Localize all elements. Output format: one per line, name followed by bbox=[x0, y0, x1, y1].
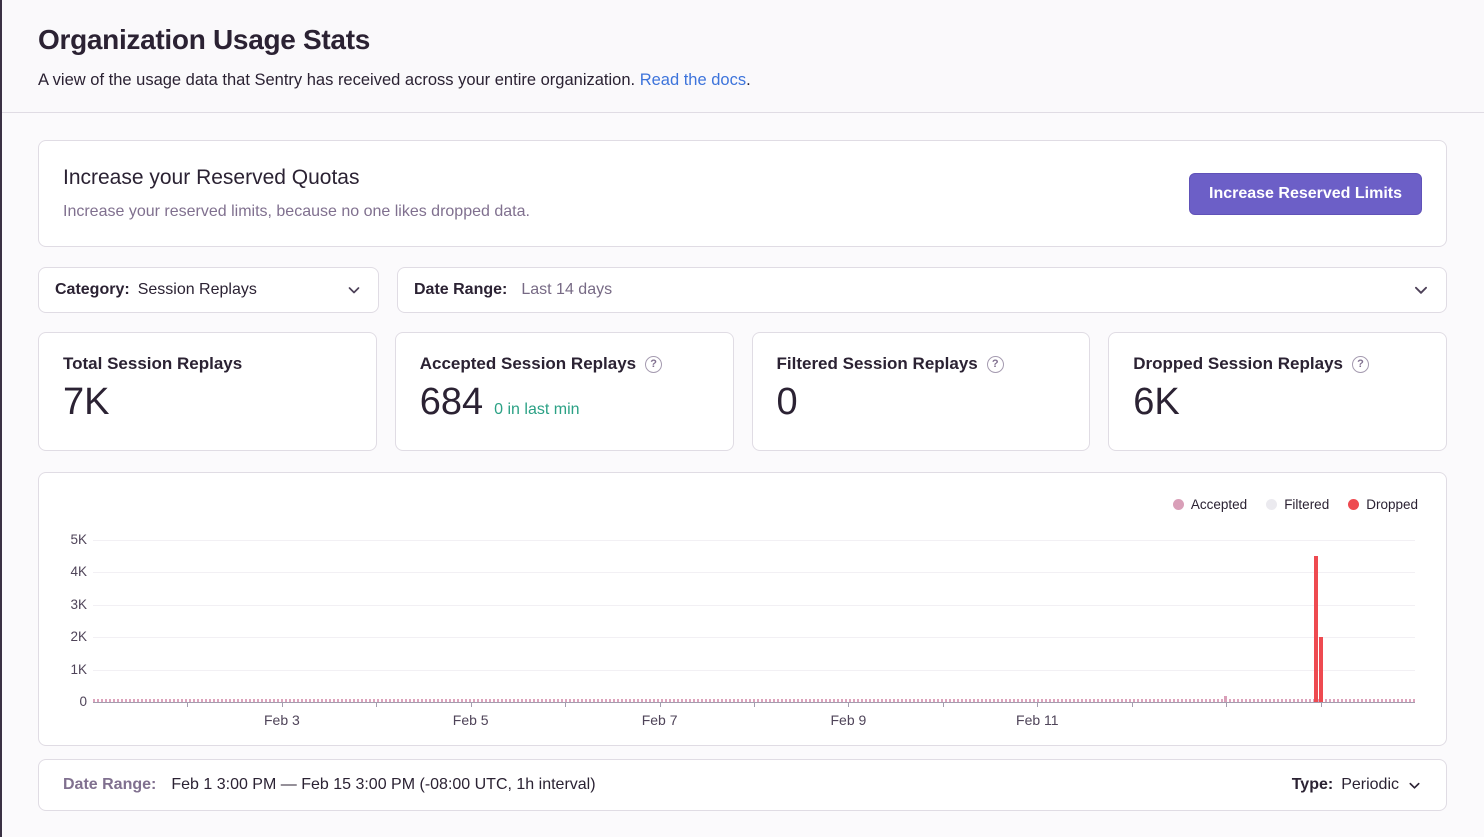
y-axis-label: 5K bbox=[70, 532, 87, 547]
legend-dot-icon bbox=[1348, 499, 1360, 510]
stat-label: Filtered Session Replays bbox=[776, 354, 978, 373]
stats-row: Total Session Replays 7K Accepted Sessio… bbox=[38, 332, 1447, 451]
stat-card-accepted: Accepted Session Replays ? 684 0 in last… bbox=[394, 332, 734, 451]
gridline bbox=[93, 540, 1415, 541]
x-axis-tick bbox=[187, 703, 189, 707]
x-axis-tick bbox=[470, 703, 472, 707]
x-axis-tick bbox=[565, 703, 567, 707]
x-axis-tick bbox=[848, 703, 850, 707]
legend-label: Filtered bbox=[1284, 497, 1330, 512]
page-subtitle-text: A view of the usage data that Sentry has… bbox=[38, 71, 636, 89]
type-label: Type: bbox=[1291, 776, 1334, 793]
legend-item-dropped[interactable]: Dropped bbox=[1348, 497, 1418, 512]
gridline bbox=[93, 637, 1415, 639]
gridline bbox=[93, 669, 1415, 671]
x-axis-tick bbox=[1320, 703, 1322, 707]
increase-reserved-limits-button[interactable]: Increase Reserved Limits bbox=[1189, 172, 1422, 215]
y-axis-label: 2K bbox=[70, 629, 87, 645]
x-axis-tick bbox=[376, 703, 378, 707]
x-axis-label: Feb 3 bbox=[264, 712, 300, 728]
legend-label: Accepted bbox=[1190, 497, 1248, 512]
help-icon[interactable]: ? bbox=[986, 355, 1004, 373]
x-axis-tick bbox=[754, 703, 755, 707]
stat-value: 6K bbox=[1133, 381, 1180, 423]
chart-legend: Accepted Filtered Dropped bbox=[1172, 497, 1418, 512]
date-range-value: Last 14 days bbox=[521, 281, 613, 298]
quota-banner: Increase your Reserved Quotas Increase y… bbox=[38, 140, 1447, 247]
quota-banner-title: Increase your Reserved Quotas bbox=[63, 166, 360, 189]
x-axis-tick bbox=[942, 703, 944, 707]
main-content: Increase your Reserved Quotas Increase y… bbox=[2, 113, 1484, 811]
category-value: Session Replays bbox=[137, 281, 257, 298]
stat-label: Accepted Session Replays bbox=[419, 354, 637, 373]
x-axis-label: Feb 9 bbox=[830, 712, 867, 728]
dropped-bar bbox=[1313, 556, 1318, 702]
footer-date-range: Date Range: Feb 1 3:00 PM — Feb 15 3:00 … bbox=[63, 776, 596, 794]
y-axis-label: 3K bbox=[70, 596, 87, 612]
x-axis-tick bbox=[1131, 703, 1133, 707]
x-axis-label: Feb 11 bbox=[1016, 712, 1059, 728]
stat-value: 684 bbox=[419, 381, 484, 423]
filters-row: Category: Session Replays Date Range: La… bbox=[38, 267, 1447, 313]
legend-item-filtered[interactable]: Filtered bbox=[1266, 497, 1329, 512]
stat-sub-text: 0 in last min bbox=[494, 401, 580, 418]
legend-label: Dropped bbox=[1366, 497, 1418, 512]
chevron-down-icon bbox=[1412, 281, 1430, 299]
legend-dot-icon bbox=[1266, 499, 1278, 510]
page-header: Organization Usage Stats A view of the u… bbox=[2, 0, 1484, 113]
x-axis-line bbox=[93, 702, 1415, 703]
date-range-select[interactable]: Date Range: Last 14 days bbox=[397, 267, 1447, 313]
type-select[interactable]: Type: Periodic bbox=[1292, 776, 1422, 794]
gridline bbox=[93, 604, 1415, 606]
x-axis-tick bbox=[1226, 703, 1228, 707]
x-axis-tick bbox=[281, 703, 283, 707]
x-axis-label: Feb 7 bbox=[641, 712, 678, 728]
chart-footer-bar: Date Range: Feb 1 3:00 PM — Feb 15 3:00 … bbox=[38, 759, 1447, 811]
y-axis-label: 4K bbox=[70, 564, 87, 580]
gridline bbox=[93, 572, 1415, 574]
stat-label: Total Session Replays bbox=[63, 354, 243, 373]
read-the-docs-link[interactable]: Read the docs bbox=[639, 71, 747, 89]
page-subtitle: A view of the usage data that Sentry has… bbox=[38, 71, 1448, 90]
page-title: Organization Usage Stats bbox=[38, 24, 370, 55]
legend-item-accepted[interactable]: Accepted bbox=[1172, 497, 1248, 512]
stat-value: 7K bbox=[63, 381, 110, 423]
chevron-down-icon bbox=[1407, 778, 1422, 793]
help-icon[interactable]: ? bbox=[1351, 355, 1369, 373]
chart-plot-area: 0 1K 2K 3K 4K 5K Feb 3 Feb 5 Feb 7 Feb 9 Feb 11 bbox=[39, 473, 1446, 745]
footer-date-range-value: Feb 1 3:00 PM — Feb 15 3:00 PM (-08:00 U… bbox=[171, 776, 596, 793]
stat-label: Dropped Session Replays bbox=[1133, 354, 1343, 373]
category-label: Category: bbox=[55, 281, 130, 298]
category-select[interactable]: Category: Session Replays bbox=[38, 267, 379, 313]
y-axis-label: 1K bbox=[70, 661, 87, 677]
x-axis-tick bbox=[1037, 703, 1039, 707]
x-axis-tick bbox=[659, 703, 661, 707]
quota-banner-text: Increase your Reserved Quotas Increase y… bbox=[63, 166, 530, 221]
date-range-label: Date Range: bbox=[414, 281, 508, 298]
quota-banner-description: Increase your reserved limits, because n… bbox=[63, 203, 530, 220]
y-axis-label: 0 bbox=[79, 694, 87, 709]
legend-dot-icon bbox=[1172, 499, 1184, 510]
chevron-down-icon bbox=[346, 282, 362, 298]
stat-value: 0 bbox=[776, 381, 798, 423]
footer-date-range-label: Date Range: bbox=[63, 776, 157, 793]
stat-card-filtered: Filtered Session Replays ? 0 bbox=[751, 332, 1091, 451]
stat-card-total: Total Session Replays 7K bbox=[38, 332, 377, 451]
dropped-bar bbox=[1319, 637, 1323, 702]
usage-chart: Accepted Filtered Dropped 0 1K 2K 3K 4K 5K Feb 3… bbox=[38, 472, 1447, 746]
page-subtitle-period: . bbox=[746, 71, 751, 89]
stat-card-dropped: Dropped Session Replays ? 6K bbox=[1108, 332, 1447, 451]
x-axis-label: Feb 5 bbox=[452, 712, 489, 728]
help-icon[interactable]: ? bbox=[645, 355, 663, 373]
accepted-bar bbox=[1223, 695, 1227, 702]
accepted-baseline-strip bbox=[93, 699, 1415, 702]
type-value: Periodic bbox=[1341, 776, 1399, 793]
